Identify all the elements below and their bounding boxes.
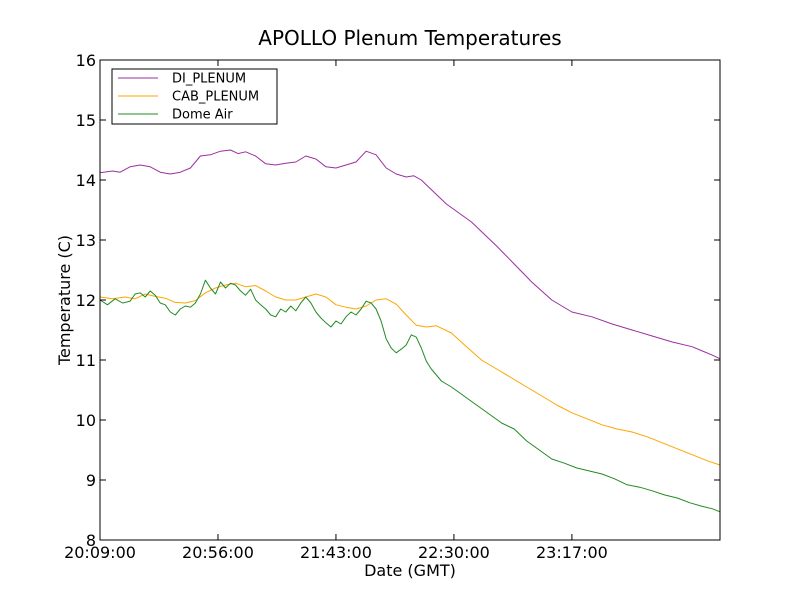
plot-background (100, 60, 720, 540)
series-line-cab-plenum (99, 282, 721, 466)
legend-label-cab-plenum: CAB_PLENUM (172, 90, 259, 105)
y-tick-label: 15 (76, 111, 96, 130)
x-tick-label: 22:30:00 (418, 543, 490, 562)
x-axis-title: Date (GMT) (364, 561, 456, 580)
y-tick-label: 8 (86, 531, 96, 550)
x-tick-label: 23:17:00 (536, 543, 608, 562)
y-tick-label: 10 (76, 411, 96, 430)
y-tick-label: 14 (76, 171, 96, 190)
legend: DI_PLENUM CAB_PLENUM Dome Air (111, 68, 278, 125)
y-axis-title: Temperature (C) (55, 235, 74, 366)
ticks-layer: 8 9 10 11 12 13 14 15 16 20:09:00 20:56:00 21:43:00… (64, 51, 720, 562)
legend-label-dome-air: Dome Air (172, 108, 233, 123)
legend-label-di-plenum: DI_PLENUM (172, 72, 246, 87)
y-tick-label: 9 (86, 471, 96, 490)
series-line-di-plenum (99, 149, 721, 360)
y-tick-label: 12 (76, 291, 96, 310)
y-tick-label: 16 (76, 51, 96, 70)
x-tick-label: 20:56:00 (182, 543, 254, 562)
y-tick-label: 13 (76, 231, 96, 250)
x-tick-label: 21:43:00 (300, 543, 372, 562)
series-line-dome-air (99, 279, 721, 513)
y-tick-label: 11 (76, 351, 96, 370)
series-layer (99, 149, 721, 513)
x-tick-label: 20:09:00 (64, 543, 136, 562)
chart-title: APOLLO Plenum Temperatures (258, 26, 561, 50)
plot-area: 8 9 10 11 12 13 14 15 16 20:09:00 20:56:00 21:43:00… (64, 51, 721, 562)
